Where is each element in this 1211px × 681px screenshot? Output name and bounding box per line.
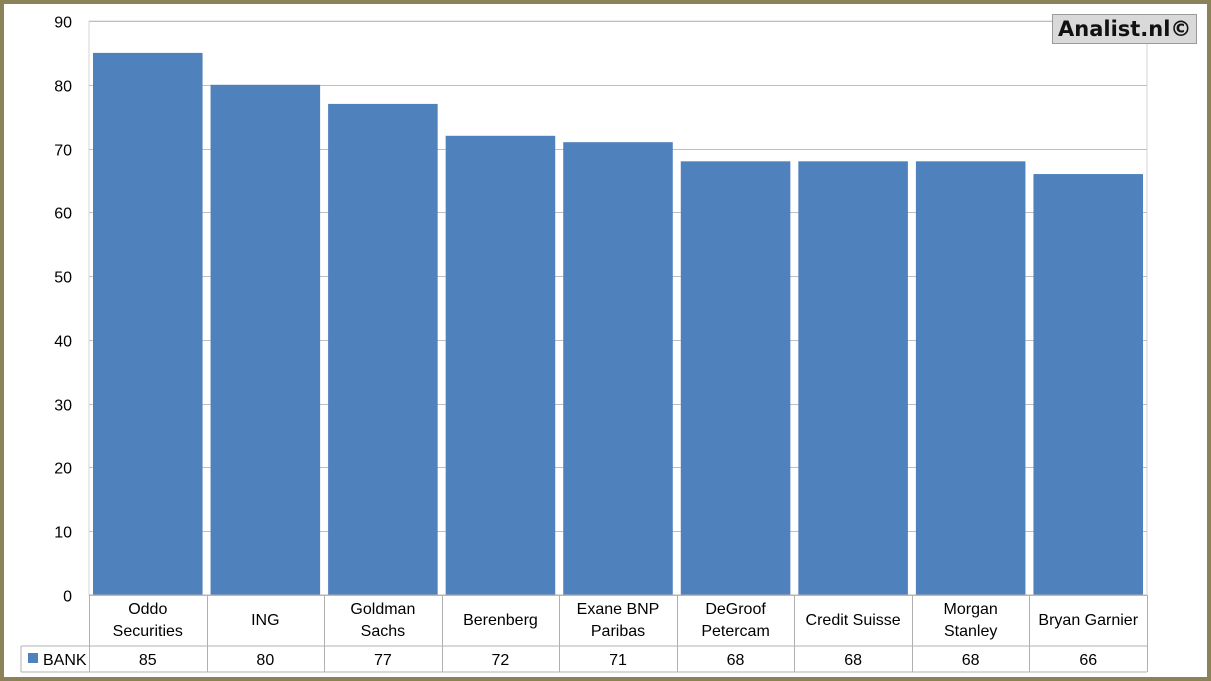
bar (445, 135, 556, 596)
y-tick-label: 80 (54, 79, 72, 96)
y-tick-label: 20 (54, 461, 72, 478)
watermark-logo: Analist.nl© (1052, 14, 1197, 44)
x-tick-label: Exane BNP Paribas (577, 601, 660, 640)
x-tick-label: Morgan Stanley (944, 601, 998, 640)
bar (798, 161, 908, 596)
bar (93, 52, 203, 595)
bar (1033, 174, 1143, 596)
x-tick-label: Goldman Sachs (350, 601, 415, 640)
x-tick-label: Oddo Securities (113, 601, 183, 640)
y-tick-label: 70 (54, 143, 72, 160)
data-label: 66 (1079, 652, 1097, 669)
data-label: 85 (139, 652, 157, 669)
y-tick-label: 90 (54, 15, 72, 32)
legend-swatch (28, 653, 38, 663)
y-tick-label: 40 (54, 334, 72, 351)
bar (915, 161, 1026, 596)
x-tick-label: Credit Suisse (806, 612, 901, 629)
bar (680, 161, 791, 596)
data-label: 71 (609, 652, 627, 669)
data-label: 68 (727, 652, 745, 669)
data-label: 77 (374, 652, 392, 669)
y-tick-label: 50 (54, 270, 72, 287)
data-label: 68 (844, 652, 862, 669)
y-tick-label: 60 (54, 206, 72, 223)
x-tick-label: DeGroof Petercam (701, 601, 769, 640)
bar (328, 103, 438, 596)
x-tick-label: Berenberg (463, 612, 538, 629)
y-tick-label: 30 (54, 398, 72, 415)
y-tick-label: 0 (63, 589, 72, 606)
data-label: 80 (256, 652, 274, 669)
x-tick-label: Bryan Garnier (1038, 612, 1138, 629)
data-label: 72 (492, 652, 510, 669)
bar (210, 84, 321, 596)
x-tick-label: ING (251, 612, 279, 629)
y-tick-label: 10 (54, 525, 72, 542)
data-label: 68 (962, 652, 980, 669)
bar (563, 142, 673, 595)
legend-label: BANK (43, 652, 87, 669)
